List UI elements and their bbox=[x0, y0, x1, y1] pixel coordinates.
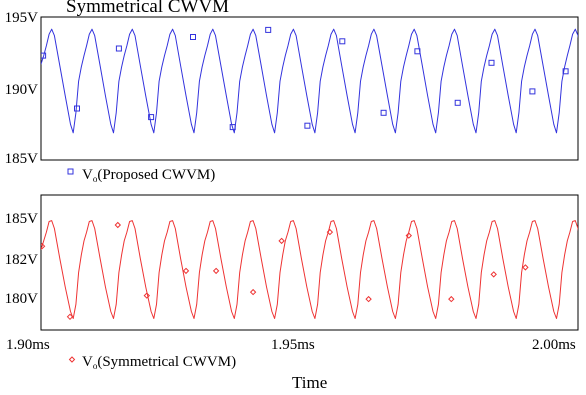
proposed-data-marker bbox=[190, 34, 196, 40]
symmetrical-data-marker bbox=[249, 288, 257, 296]
proposed-data-marker bbox=[562, 68, 569, 75]
x-tick-label: 1.90ms bbox=[6, 337, 50, 353]
proposed-data-marker bbox=[74, 105, 80, 112]
legend-label-proposed: Vo(Proposed CWVM) bbox=[82, 167, 215, 184]
symmetrical-data-marker bbox=[41, 242, 46, 250]
proposed-data-marker bbox=[115, 45, 122, 52]
symmetrical-voltage-line bbox=[41, 220, 578, 319]
legend-diamond-marker bbox=[68, 356, 76, 363]
proposed-data-marker bbox=[414, 48, 421, 55]
x-tick-label: 1.95ms bbox=[271, 337, 315, 353]
proposed-data-marker bbox=[41, 52, 47, 59]
proposed-data-marker bbox=[229, 124, 236, 131]
y-tick-label: 185V bbox=[5, 211, 39, 227]
top-legend: Vo(Proposed CWVM) bbox=[67, 167, 215, 184]
symmetrical-data-marker bbox=[448, 295, 455, 303]
chart-title: Symmetrical CWVM bbox=[66, 0, 229, 17]
proposed-data-marker bbox=[339, 38, 346, 45]
proposed-data-marker bbox=[380, 109, 387, 116]
proposed-data-marker bbox=[148, 114, 155, 121]
legend-square-marker bbox=[67, 168, 74, 175]
top-y-axis-ticks: 195V 190V 185V bbox=[5, 10, 39, 167]
proposed-voltage-line bbox=[41, 28, 578, 134]
symmetrical-data-marker bbox=[405, 232, 413, 239]
symmetrical-data-marker bbox=[143, 292, 151, 299]
y-tick-label: 180V bbox=[5, 291, 39, 307]
proposed-data-marker bbox=[265, 26, 272, 33]
symmetrical-data-marker bbox=[212, 267, 220, 275]
legend-label-symmetrical: Vo(Symmetrical CWVM) bbox=[82, 354, 236, 371]
symmetrical-data-marker bbox=[114, 221, 122, 229]
x-axis-title: Time bbox=[292, 373, 327, 392]
top-plot-frame bbox=[40, 16, 579, 161]
bottom-legend: Vo(Symmetrical CWVM) bbox=[68, 354, 236, 371]
symmetrical-data-marker bbox=[522, 264, 529, 271]
y-tick-label: 182V bbox=[5, 252, 39, 268]
symmetrical-data-marker bbox=[66, 313, 74, 321]
bottom-plot-frame bbox=[40, 194, 579, 331]
top-plot-area bbox=[41, 26, 578, 134]
symmetrical-data-marker bbox=[278, 237, 285, 245]
y-tick-label: 190V bbox=[5, 82, 39, 98]
symmetrical-data-marker bbox=[490, 271, 497, 278]
bottom-y-axis-ticks: 185V 182V 180V bbox=[5, 211, 39, 307]
bottom-plot-area bbox=[41, 220, 578, 321]
symmetrical-data-marker bbox=[182, 267, 190, 275]
symmetrical-data-marker bbox=[326, 228, 334, 236]
y-tick-label: 195V bbox=[5, 10, 39, 26]
proposed-data-marker bbox=[488, 59, 495, 66]
proposed-data-marker bbox=[304, 122, 311, 129]
proposed-data-marker bbox=[454, 99, 461, 106]
symmetrical-data-marker bbox=[365, 295, 372, 303]
x-tick-label: 2.00ms bbox=[532, 337, 576, 353]
proposed-data-marker bbox=[529, 88, 536, 95]
y-tick-label: 185V bbox=[5, 151, 39, 167]
x-axis-ticks: 1.90ms 1.95ms 2.00ms bbox=[6, 337, 576, 353]
